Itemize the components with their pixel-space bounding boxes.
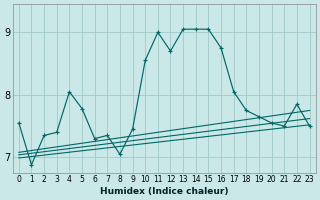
X-axis label: Humidex (Indice chaleur): Humidex (Indice chaleur) [100,187,228,196]
